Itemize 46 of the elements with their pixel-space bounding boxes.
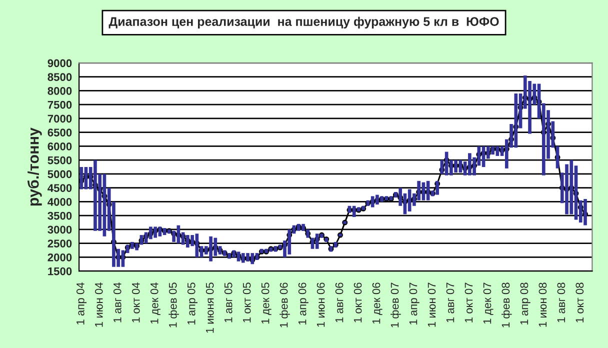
y-tick-label: 8500: [48, 73, 72, 81]
x-tick-label: 1 дек 05: [261, 282, 272, 324]
x-tick-label: 1 апр 07: [409, 282, 420, 324]
x-tick-label: 1 июн 07: [428, 282, 436, 327]
x-tick-label: 1 окт 07: [464, 282, 473, 322]
x-tick-label: 1 дек 07: [483, 282, 494, 324]
y-tick-label: 7000: [48, 114, 72, 123]
y-tick-label: 3000: [48, 226, 72, 234]
x-tick-label: 1 авг 07: [446, 282, 454, 322]
x-tick-label: 1 апр 04: [76, 282, 87, 324]
x-tick-label: 1 апр 08: [520, 282, 530, 324]
y-tick-label: 2500: [48, 240, 72, 248]
chart-title: Диапазон цен реализации на пшеницу фуражную 5 кл в ЮФО: [108, 16, 499, 28]
y-tick-label: 3500: [48, 212, 72, 220]
y-tick-label: 6000: [48, 142, 72, 150]
x-tick-label: 1 фев 06: [280, 282, 290, 328]
x-tick-label: 1 авг 08: [557, 282, 566, 322]
y-tick-label: 5000: [48, 170, 72, 178]
y-tick-label: 2000: [48, 253, 72, 262]
y-tick-label: 7500: [48, 100, 72, 109]
x-tick-label: 1 июн 06: [316, 282, 325, 327]
x-tick-label: 1 фев 08: [501, 282, 512, 328]
x-tick-label: 1 апр 06: [298, 282, 308, 324]
x-tick-label: 1 июн 08: [538, 282, 547, 327]
y-tick-label: 5500: [48, 156, 72, 164]
x-tick-label: 1 окт 05: [242, 282, 251, 322]
y-tick-label: 4000: [48, 198, 72, 206]
x-tick-label: 1 фев 05: [168, 282, 179, 328]
x-tick-label: 1 июня 05: [206, 282, 214, 333]
y-tick-label: 1500: [48, 267, 72, 276]
x-tick-label: 1 апр 05: [187, 282, 198, 324]
y-tick-label: 8000: [48, 87, 72, 95]
y-axis-title: руб./тонну: [27, 128, 42, 206]
x-tick-label: 1 авг 05: [224, 282, 232, 322]
x-tick-label: 1 июн 04: [94, 282, 103, 327]
x-tick-label: 1 дек 04: [150, 282, 160, 324]
x-tick-label: 1 окт 04: [132, 282, 140, 322]
y-tick-label: 6500: [48, 128, 72, 136]
x-tick-label: 1 фев 07: [390, 282, 401, 328]
x-tick-label: 1 дек 06: [372, 282, 382, 324]
y-tick-label: 9000: [48, 59, 72, 68]
x-tick-label: 1 авг 04: [113, 282, 122, 322]
y-tick-label: 4500: [48, 184, 72, 192]
x-tick-label: 1 окт 08: [576, 282, 584, 322]
x-tick-label: 1 авг 06: [335, 282, 344, 322]
x-tick-label: 1 окт 06: [354, 282, 362, 322]
